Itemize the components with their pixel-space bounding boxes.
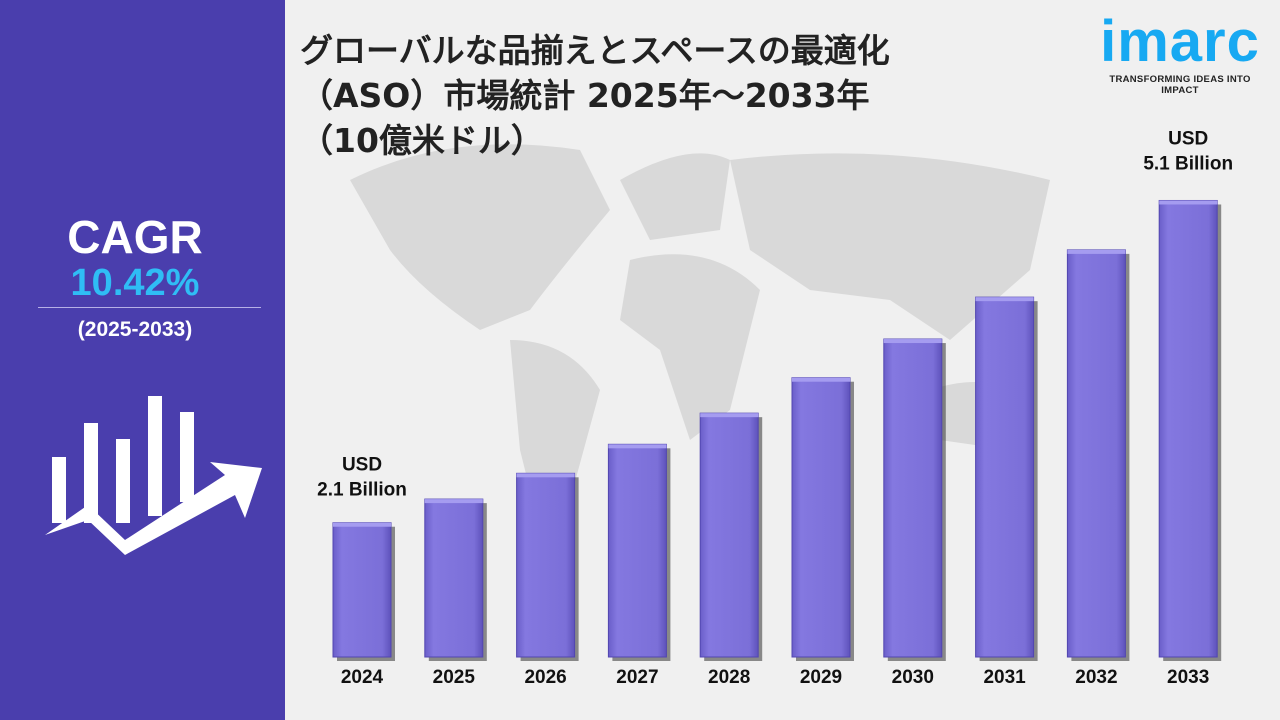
bar-2029 bbox=[791, 377, 851, 658]
x-tick-label: 2028 bbox=[708, 667, 750, 688]
divider bbox=[38, 307, 261, 308]
bar-2032 bbox=[1066, 249, 1126, 658]
logo-tagline: TRANSFORMING IDEAS INTO IMPACT bbox=[1109, 74, 1251, 96]
data-label: 2.1 Billion bbox=[317, 480, 407, 501]
bar-top-highlight bbox=[608, 444, 667, 449]
bar-2026 bbox=[516, 472, 576, 658]
cagr-label: CAGR bbox=[67, 211, 203, 263]
x-tick-label: 2032 bbox=[1075, 667, 1117, 688]
cagr-value: 10.42% bbox=[70, 262, 200, 304]
bar-top-highlight bbox=[516, 473, 575, 478]
growth-chart-icon bbox=[45, 396, 262, 555]
x-tick-label: 2027 bbox=[616, 667, 658, 688]
bar-top-highlight bbox=[792, 377, 850, 382]
data-label: USD bbox=[342, 455, 382, 476]
bar-top-highlight bbox=[883, 339, 942, 344]
title-line-3: （10億米ドル） bbox=[300, 121, 544, 160]
bar-top-highlight bbox=[1067, 249, 1126, 254]
x-tick-label: 2030 bbox=[892, 667, 934, 688]
bar-top-highlight bbox=[424, 499, 483, 504]
x-tick-label: 2025 bbox=[433, 667, 476, 688]
imarc-logo: imarc TRANSFORMING IDEAS INTO IMPACT bbox=[1090, 9, 1270, 97]
x-tick-label: 2026 bbox=[524, 667, 566, 688]
cagr-panel: CAGR 10.42% (2025-2033) bbox=[0, 0, 285, 720]
bar-top-highlight bbox=[1159, 200, 1218, 205]
bar-2024 bbox=[332, 522, 392, 658]
bar-2028 bbox=[699, 412, 759, 658]
bar-2031 bbox=[975, 296, 1035, 658]
cagr-period: (2025-2033) bbox=[77, 318, 193, 341]
bar-2030 bbox=[883, 338, 943, 658]
x-tick-label: 2024 bbox=[341, 667, 384, 688]
bar-top-highlight bbox=[700, 413, 759, 418]
bar-2033 bbox=[1158, 199, 1218, 658]
x-tick-label: 2029 bbox=[800, 667, 842, 688]
bar-2025 bbox=[424, 498, 484, 658]
chart-title: グローバルな品揃えとスペースの最適化 （ASO）市場統計 2025年～2033年… bbox=[300, 28, 890, 163]
bar-top-highlight bbox=[333, 522, 391, 527]
title-line-2: （ASO）市場統計 2025年～2033年 bbox=[300, 76, 870, 115]
data-label: 5.1 Billion bbox=[1143, 153, 1233, 174]
x-tick-label: 2033 bbox=[1167, 667, 1209, 688]
bar-2027 bbox=[607, 443, 667, 658]
data-label: USD bbox=[1168, 128, 1208, 149]
title-line-1: グローバルな品揃えとスペースの最適化 bbox=[300, 31, 890, 70]
logo-wordmark: imarc bbox=[1100, 9, 1260, 74]
x-tick-label: 2031 bbox=[983, 667, 1026, 688]
bar-top-highlight bbox=[975, 297, 1034, 302]
